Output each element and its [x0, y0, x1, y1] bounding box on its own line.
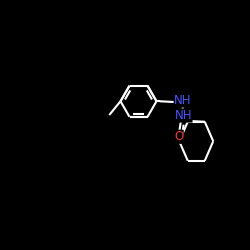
- Text: NH: NH: [174, 94, 192, 107]
- Text: O: O: [174, 130, 183, 143]
- Text: NH: NH: [174, 109, 192, 122]
